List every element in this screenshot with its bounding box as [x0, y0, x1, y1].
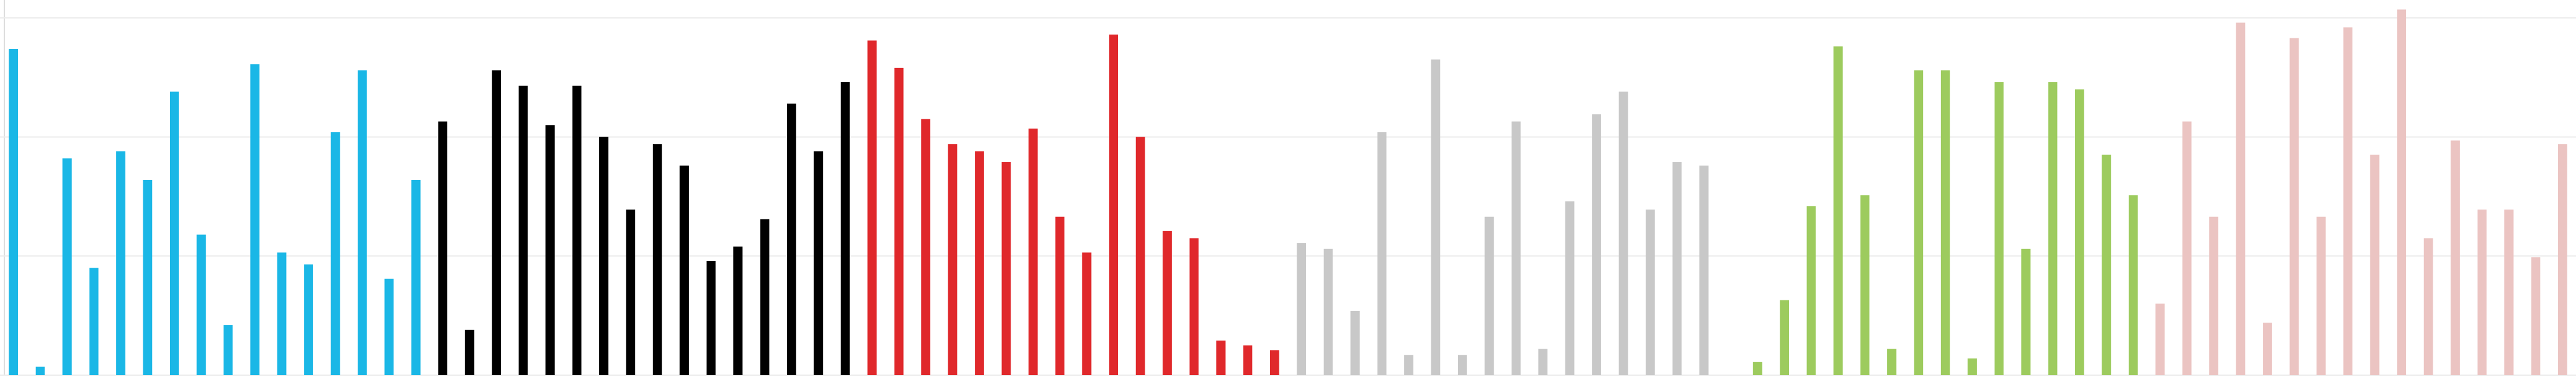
bar [2075, 89, 2084, 375]
bar [223, 325, 233, 375]
bar [1780, 300, 1789, 375]
bar [277, 252, 287, 375]
bar [1914, 70, 1924, 375]
bar [2236, 22, 2246, 376]
bar [2316, 216, 2326, 375]
bar [652, 144, 662, 375]
bar [169, 91, 179, 375]
bar [1860, 195, 1870, 375]
bar [1297, 243, 1307, 375]
bar [35, 366, 45, 375]
bar [921, 119, 930, 375]
bar [250, 64, 260, 376]
bar [2477, 210, 2487, 375]
bar [1377, 132, 1387, 375]
bar [143, 179, 153, 375]
bar [572, 85, 582, 375]
bar [1887, 349, 1896, 375]
bar [116, 151, 125, 375]
bar [465, 329, 474, 375]
bar [1618, 91, 1628, 375]
bar [1699, 165, 1709, 375]
bar [599, 137, 608, 375]
bar [2343, 27, 2353, 376]
bar [760, 219, 770, 375]
bar [787, 103, 796, 375]
bar [2155, 303, 2165, 375]
bar [1457, 355, 1467, 375]
bar [358, 70, 367, 375]
bar [1350, 310, 1360, 375]
bar [1833, 46, 1843, 375]
bar [2289, 38, 2299, 375]
bar [1484, 216, 1494, 375]
bar [1646, 210, 1655, 375]
bar [733, 246, 743, 375]
bar [680, 165, 689, 375]
bar [1189, 238, 1199, 375]
bar [2102, 155, 2111, 375]
bar [1028, 129, 1038, 375]
bar [1055, 216, 1065, 375]
bar [1511, 121, 1521, 376]
bar [2048, 82, 2058, 375]
bar [1431, 59, 1441, 375]
bar [814, 151, 823, 375]
bar [62, 158, 72, 375]
bar [2423, 238, 2433, 375]
bar [1109, 34, 1119, 375]
bar [438, 121, 448, 376]
bar [1323, 248, 1333, 375]
bar [2557, 144, 2567, 375]
bar [706, 261, 716, 375]
bar [1082, 252, 1092, 375]
bar [2021, 248, 2031, 375]
bar [1269, 350, 1279, 375]
bar [975, 151, 984, 375]
bar [1753, 362, 1762, 375]
bar [492, 70, 501, 375]
bar [545, 125, 555, 376]
bar [1538, 349, 1548, 375]
bar [1404, 355, 1413, 375]
bar [9, 49, 19, 375]
bar [2504, 210, 2514, 375]
bar [1806, 206, 1816, 375]
bar [1135, 137, 1145, 375]
bar [2209, 216, 2218, 375]
bar [1001, 162, 1011, 375]
bar [2128, 195, 2138, 375]
bar [1565, 201, 1575, 375]
bar [2531, 257, 2541, 375]
bar [1940, 70, 1950, 375]
bar [330, 132, 340, 375]
bar [1592, 114, 1601, 375]
bar [1216, 341, 1226, 375]
bar [2370, 155, 2380, 375]
bar [2451, 140, 2460, 375]
bar [2397, 9, 2407, 375]
bar [948, 144, 958, 375]
bar [1163, 231, 1172, 375]
bar [384, 278, 394, 375]
bar [2263, 323, 2272, 375]
bar [2182, 121, 2192, 376]
bar [89, 268, 99, 375]
bar [1243, 345, 1253, 375]
bar [1994, 82, 2004, 375]
bar [840, 82, 850, 375]
bar [304, 264, 313, 375]
bar [411, 179, 421, 375]
bar [867, 40, 877, 376]
bar [1968, 358, 1977, 375]
bar [196, 234, 206, 375]
bar [1672, 162, 1682, 375]
bar [518, 85, 528, 375]
bar [894, 67, 904, 375]
bar [626, 210, 636, 375]
